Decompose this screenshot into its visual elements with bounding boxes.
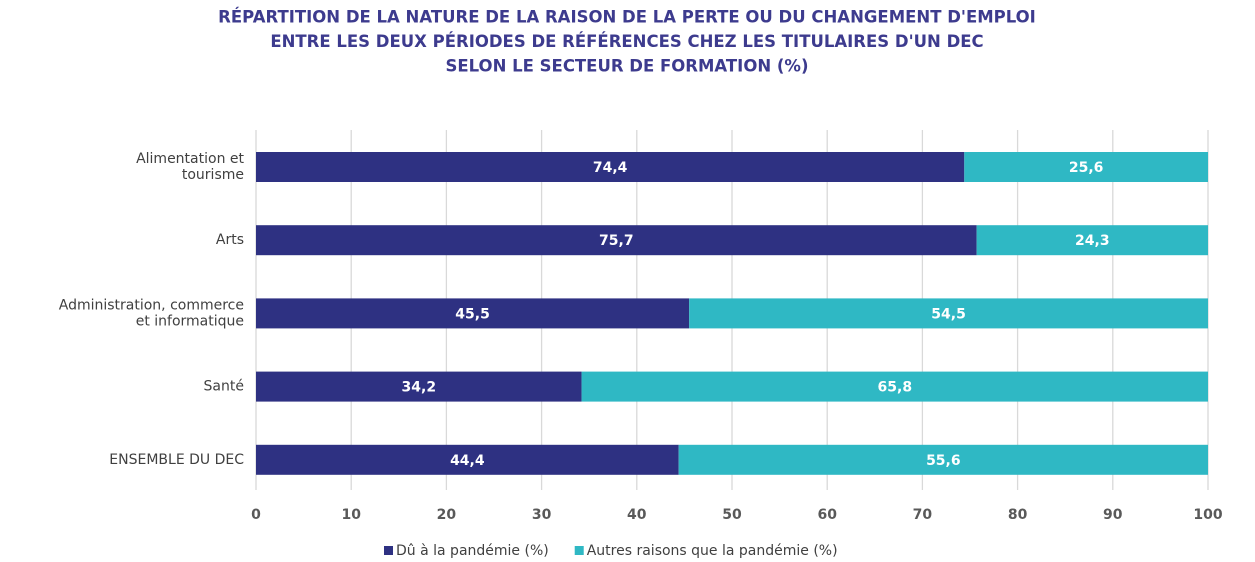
bar bbox=[689, 298, 1208, 329]
bar bbox=[964, 152, 1208, 182]
x-tick-label: 60 bbox=[817, 507, 837, 523]
bar bbox=[256, 298, 690, 329]
bar bbox=[256, 371, 582, 402]
bar bbox=[976, 225, 1208, 256]
value-label: 65,8 bbox=[878, 380, 913, 396]
x-tick-label: 80 bbox=[1008, 507, 1028, 523]
x-tick-label: 40 bbox=[627, 507, 647, 523]
value-label: 34,2 bbox=[402, 380, 437, 396]
x-tick-label: 10 bbox=[341, 507, 361, 523]
y-tick-label: Alimentation et tourisme bbox=[136, 151, 244, 183]
x-tick-label: 90 bbox=[1103, 507, 1123, 523]
x-tick-label: 100 bbox=[1193, 507, 1222, 523]
chart-title: SELON LE SECTEUR DE FORMATION (%) bbox=[445, 57, 808, 76]
value-label: 54,5 bbox=[931, 306, 966, 322]
value-label: 55,6 bbox=[926, 453, 961, 469]
value-label: 44,4 bbox=[450, 453, 485, 469]
bar bbox=[256, 444, 679, 475]
x-tick-label: 20 bbox=[437, 507, 457, 523]
y-tick-label: Administration, commerce et informatique bbox=[59, 297, 244, 329]
bar bbox=[678, 444, 1208, 475]
x-tick-label: 70 bbox=[913, 507, 933, 523]
bar bbox=[256, 152, 965, 182]
value-label: 24,3 bbox=[1075, 233, 1110, 249]
legend-swatch bbox=[574, 546, 584, 555]
chart-title: ENTRE LES DEUX PÉRIODES DE RÉFÉRENCES CH… bbox=[270, 32, 983, 51]
legend-label: Autres raisons que la pandémie (%) bbox=[587, 543, 838, 559]
value-label: 45,5 bbox=[455, 306, 490, 322]
value-label: 75,7 bbox=[599, 233, 634, 249]
x-tick-label: 0 bbox=[251, 507, 261, 523]
value-label: 25,6 bbox=[1069, 160, 1104, 176]
y-tick-label: Arts bbox=[216, 232, 244, 248]
bar bbox=[256, 225, 977, 256]
chart-title: RÉPARTITION DE LA NATURE DE LA RAISON DE… bbox=[218, 8, 1036, 27]
legend-swatch bbox=[384, 546, 393, 555]
legend-label: Dû à la pandémie (%) bbox=[396, 543, 549, 559]
y-tick-label: Santé bbox=[204, 379, 244, 395]
bar bbox=[581, 371, 1208, 402]
x-tick-label: 50 bbox=[722, 507, 742, 523]
value-label: 74,4 bbox=[593, 160, 628, 176]
x-tick-label: 30 bbox=[532, 507, 552, 523]
y-tick-label: ENSEMBLE DU DEC bbox=[109, 452, 244, 468]
